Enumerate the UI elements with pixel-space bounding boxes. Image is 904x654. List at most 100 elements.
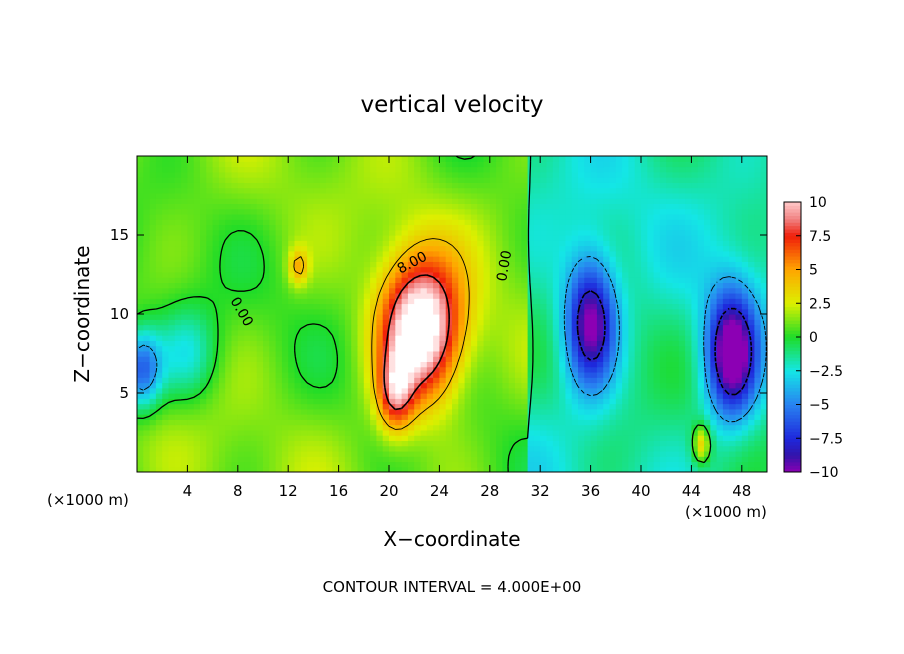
field-cell [426, 424, 434, 431]
field-cell [382, 440, 390, 447]
field-cell [344, 466, 352, 472]
field-cell [382, 314, 390, 320]
field-cell [137, 277, 144, 283]
field-cell [395, 361, 403, 368]
field-cell [149, 298, 157, 305]
field-cell [540, 287, 548, 294]
field-cell [181, 303, 188, 310]
field-cell [470, 382, 478, 389]
field-cell [729, 424, 737, 431]
field-cell [527, 419, 535, 426]
field-cell [269, 371, 277, 378]
field-cell [615, 229, 623, 236]
field-cell [565, 408, 573, 415]
field-cell [634, 271, 642, 278]
field-cell [748, 335, 755, 341]
field-cell [407, 424, 415, 431]
field-cell [722, 340, 730, 347]
field-cell [521, 282, 529, 289]
field-cell [162, 266, 170, 273]
field-cell [477, 345, 485, 352]
field-cell [168, 403, 176, 410]
field-cell [344, 456, 352, 463]
field-cell [414, 219, 422, 226]
field-cell [603, 435, 611, 441]
field-cell [407, 324, 415, 331]
field-cell [155, 350, 163, 357]
field-cell [596, 461, 604, 468]
field-cell [603, 245, 611, 252]
field-cell [571, 361, 579, 368]
field-cell [250, 393, 258, 399]
field-cell [288, 256, 296, 262]
field-cell [256, 266, 264, 273]
field-cell [181, 419, 188, 426]
field-cell [420, 387, 428, 394]
field-cell [212, 282, 220, 289]
field-cell [552, 466, 560, 472]
field-cell [370, 292, 377, 299]
field-cell [521, 287, 529, 294]
field-cell [741, 208, 749, 215]
field-cell [697, 377, 705, 384]
field-cell [344, 224, 352, 231]
field-cell [370, 440, 377, 447]
field-cell [155, 324, 163, 331]
field-cell [590, 456, 598, 463]
field-cell [256, 229, 264, 236]
field-cell [464, 377, 472, 384]
field-cell [263, 287, 270, 294]
field-cell [609, 350, 617, 357]
field-cell [407, 256, 415, 262]
field-cell [445, 466, 453, 472]
field-cell [181, 429, 188, 436]
field-cell [515, 261, 522, 268]
field-cell [685, 324, 692, 331]
field-cell [181, 382, 188, 389]
field-cell [521, 377, 529, 384]
field-cell [313, 324, 321, 331]
field-cell [452, 450, 459, 457]
field-cell [527, 414, 535, 420]
field-cell [741, 303, 749, 310]
field-cell [395, 319, 403, 326]
field-cell [641, 229, 648, 236]
field-cell [420, 324, 428, 331]
field-cell [641, 250, 648, 257]
field-cell [533, 350, 541, 357]
field-cell [552, 366, 560, 373]
field-cell [137, 461, 144, 468]
field-cell [319, 371, 327, 378]
field-cell [515, 429, 522, 436]
field-cell [647, 424, 655, 431]
field-cell [546, 224, 554, 231]
field-cell [502, 324, 510, 331]
field-cell [218, 382, 226, 389]
field-cell [269, 245, 277, 252]
field-cell [760, 266, 767, 273]
field-cell [357, 398, 365, 405]
field-cell [578, 356, 585, 362]
field-cell [704, 366, 711, 373]
field-cell [729, 229, 737, 236]
field-cell [244, 324, 251, 331]
field-cell [338, 271, 346, 278]
field-cell [275, 445, 283, 452]
field-cell [357, 240, 365, 247]
field-cell [414, 340, 422, 347]
field-cell [357, 387, 365, 394]
field-cell [603, 314, 611, 320]
field-cell [445, 429, 453, 436]
field-cell [269, 292, 277, 299]
field-cell [741, 335, 749, 341]
field-cell [137, 435, 144, 441]
field-cell [269, 440, 277, 447]
field-cell [439, 282, 447, 289]
field-cell [420, 235, 428, 241]
field-cell [326, 277, 333, 283]
field-cell [319, 387, 327, 394]
field-cell [288, 340, 296, 347]
field-cell [685, 445, 692, 452]
field-cell [590, 229, 598, 236]
field-cell [508, 461, 516, 468]
